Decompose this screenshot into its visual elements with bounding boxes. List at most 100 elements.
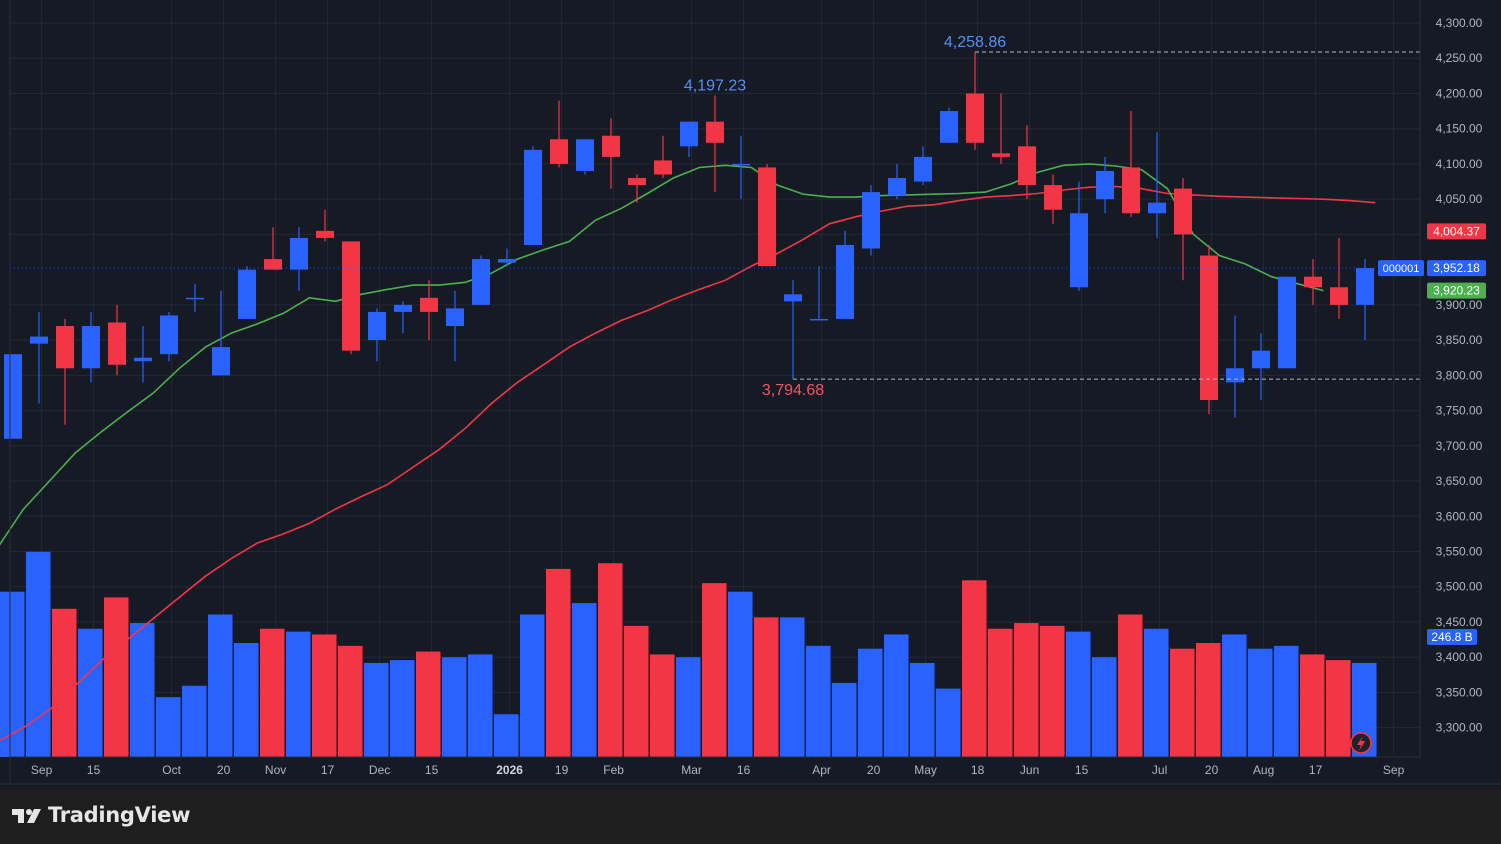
- candle-body[interactable]: [758, 167, 776, 267]
- candle-body[interactable]: [1122, 167, 1140, 214]
- candle-body[interactable]: [1304, 276, 1322, 288]
- volume-bar[interactable]: [650, 654, 675, 757]
- volume-bar[interactable]: [26, 551, 51, 757]
- candle-body[interactable]: [836, 244, 854, 319]
- volume-bar[interactable]: [0, 591, 25, 757]
- volume-bar[interactable]: [364, 662, 389, 757]
- volume-bar[interactable]: [728, 591, 753, 757]
- volume-bar[interactable]: [520, 614, 545, 758]
- volume-bar[interactable]: [442, 657, 467, 757]
- brand-name[interactable]: TradingView: [48, 803, 191, 827]
- candle-body[interactable]: [810, 318, 828, 321]
- volume-bar[interactable]: [1300, 654, 1325, 757]
- candle-body[interactable]: [160, 315, 178, 355]
- volume-bar[interactable]: [1326, 660, 1351, 757]
- candle-body[interactable]: [1018, 146, 1036, 186]
- volume-bar[interactable]: [468, 654, 493, 757]
- tradingview-logo-icon[interactable]: [12, 805, 42, 825]
- candle-body[interactable]: [966, 93, 984, 143]
- volume-bar[interactable]: [988, 628, 1013, 757]
- time-axis[interactable]: [0, 758, 1501, 783]
- volume-bar[interactable]: [1118, 614, 1143, 758]
- candle-body[interactable]: [290, 237, 308, 270]
- volume-bar[interactable]: [572, 603, 597, 757]
- volume-bar[interactable]: [598, 563, 623, 757]
- candle-body[interactable]: [316, 230, 334, 238]
- volume-bar[interactable]: [546, 568, 571, 757]
- candle-body[interactable]: [82, 326, 100, 369]
- candle-body[interactable]: [1148, 202, 1166, 214]
- volume-bar[interactable]: [832, 682, 857, 757]
- candle-body[interactable]: [576, 139, 594, 171]
- volume-tag[interactable]: [1427, 629, 1477, 645]
- candle-body[interactable]: [4, 354, 22, 439]
- candle-body[interactable]: [1252, 350, 1270, 369]
- volume-bar[interactable]: [156, 697, 181, 757]
- candle-body[interactable]: [862, 192, 880, 249]
- volume-bar[interactable]: [1196, 643, 1221, 757]
- symbol-tag[interactable]: [1378, 260, 1424, 277]
- volume-bar[interactable]: [312, 634, 337, 757]
- volume-bar[interactable]: [1066, 631, 1091, 757]
- candle-body[interactable]: [940, 111, 958, 143]
- candle-body[interactable]: [1070, 213, 1088, 288]
- volume-bar[interactable]: [494, 714, 519, 757]
- price-tag[interactable]: [1427, 223, 1486, 240]
- candle-body[interactable]: [420, 297, 438, 312]
- candle-body[interactable]: [1200, 255, 1218, 400]
- volume-bar[interactable]: [1092, 657, 1117, 757]
- volume-bar[interactable]: [78, 628, 103, 757]
- volume-bar[interactable]: [390, 660, 415, 757]
- candle-body[interactable]: [1174, 188, 1192, 235]
- volume-bar[interactable]: [936, 688, 961, 757]
- candle-body[interactable]: [342, 241, 360, 351]
- volume-bar[interactable]: [702, 583, 727, 757]
- candle-body[interactable]: [212, 347, 230, 376]
- candle-body[interactable]: [602, 135, 620, 157]
- volume-bar[interactable]: [1170, 648, 1195, 757]
- candle-body[interactable]: [134, 357, 152, 362]
- volume-bar[interactable]: [1274, 645, 1299, 757]
- candle-body[interactable]: [550, 139, 568, 164]
- volume-bar[interactable]: [676, 657, 701, 757]
- candle-body[interactable]: [524, 149, 542, 245]
- candle-body[interactable]: [1096, 170, 1114, 200]
- volume-bar[interactable]: [1248, 648, 1273, 757]
- volume-bar[interactable]: [624, 625, 649, 757]
- candle-body[interactable]: [30, 336, 48, 344]
- candle-body[interactable]: [784, 294, 802, 302]
- price-tag[interactable]: [1427, 282, 1486, 299]
- volume-bar[interactable]: [208, 614, 233, 758]
- volume-bar[interactable]: [754, 617, 779, 757]
- volume-bar[interactable]: [234, 643, 259, 757]
- volume-bar[interactable]: [1040, 625, 1065, 757]
- volume-bar[interactable]: [884, 634, 909, 757]
- volume-bar[interactable]: [1222, 634, 1247, 757]
- candle-body[interactable]: [706, 121, 724, 143]
- candle-body[interactable]: [394, 304, 412, 312]
- volume-bar[interactable]: [182, 685, 207, 757]
- candle-body[interactable]: [1330, 287, 1348, 305]
- candle-body[interactable]: [1226, 368, 1244, 383]
- candle-body[interactable]: [108, 322, 126, 365]
- volume-bar[interactable]: [780, 617, 805, 757]
- price-axis[interactable]: [1420, 0, 1501, 783]
- candle-body[interactable]: [628, 178, 646, 186]
- volume-bar[interactable]: [338, 645, 363, 757]
- volume-bar[interactable]: [962, 580, 987, 757]
- volume-bar[interactable]: [52, 608, 77, 757]
- volume-bar[interactable]: [286, 631, 311, 757]
- volume-bar[interactable]: [806, 645, 831, 757]
- volume-bar[interactable]: [858, 648, 883, 757]
- candle-body[interactable]: [1278, 276, 1296, 369]
- candle-body[interactable]: [914, 156, 932, 182]
- candle-body[interactable]: [732, 163, 750, 166]
- candle-body[interactable]: [446, 308, 464, 327]
- candle-body[interactable]: [1044, 185, 1062, 210]
- candle-body[interactable]: [472, 259, 490, 305]
- candle-body[interactable]: [1356, 268, 1374, 305]
- volume-bar[interactable]: [416, 651, 441, 757]
- candle-body[interactable]: [498, 259, 516, 263]
- price-tag[interactable]: [1427, 260, 1486, 277]
